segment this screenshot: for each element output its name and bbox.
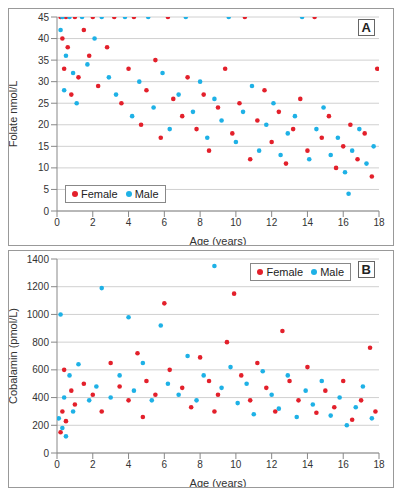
svg-text:25: 25 — [38, 98, 50, 109]
svg-text:30: 30 — [38, 76, 50, 87]
html-text:B: B — [361, 262, 371, 277]
html-text:Male: Male — [320, 266, 344, 278]
svg-text:14: 14 — [302, 217, 314, 228]
svg-text:10: 10 — [230, 459, 242, 470]
svg-text:14: 14 — [302, 459, 314, 470]
svg-text:20: 20 — [38, 119, 50, 130]
html-text:Female: Female — [81, 188, 118, 200]
svg-text:2: 2 — [90, 217, 96, 228]
svg-text:Cobalamin (pmol/L): Cobalamin (pmol/L) — [9, 308, 19, 404]
html-text:Male: Male — [134, 188, 159, 200]
html-text:A: A — [361, 20, 371, 35]
svg-text:16: 16 — [338, 459, 350, 470]
svg-text:0: 0 — [54, 217, 60, 228]
svg-text:12: 12 — [266, 217, 278, 228]
svg-text:1400: 1400 — [27, 254, 50, 265]
svg-text:2: 2 — [90, 459, 96, 470]
svg-text:6: 6 — [162, 459, 168, 470]
svg-text:200: 200 — [32, 420, 49, 431]
html-text:Female: Female — [266, 266, 304, 278]
svg-text:4: 4 — [126, 459, 132, 470]
svg-text:35: 35 — [38, 55, 50, 66]
svg-text:18: 18 — [373, 459, 385, 470]
svg-text:10: 10 — [38, 162, 50, 173]
svg-text:Age (years): Age (years) — [190, 477, 247, 487]
svg-text:12: 12 — [266, 459, 278, 470]
svg-text:8: 8 — [197, 459, 203, 470]
svg-text:0: 0 — [43, 448, 49, 459]
svg-text:8: 8 — [197, 217, 203, 228]
svg-text:800: 800 — [32, 337, 49, 348]
svg-text:15: 15 — [38, 141, 50, 152]
svg-text:Age (years): Age (years) — [190, 235, 247, 245]
svg-text:400: 400 — [32, 392, 49, 403]
svg-text:10: 10 — [230, 217, 242, 228]
svg-text:6: 6 — [162, 217, 168, 228]
svg-text:4: 4 — [126, 217, 132, 228]
svg-text:45: 45 — [38, 12, 50, 23]
svg-text:1200: 1200 — [27, 281, 50, 292]
svg-text:600: 600 — [32, 364, 49, 375]
svg-text:16: 16 — [338, 217, 350, 228]
svg-text:Folate nmol/L: Folate nmol/L — [9, 81, 19, 148]
svg-text:1000: 1000 — [27, 309, 50, 320]
svg-text:5: 5 — [43, 184, 49, 195]
svg-text:0: 0 — [43, 206, 49, 217]
svg-text:0: 0 — [54, 459, 60, 470]
svg-text:18: 18 — [373, 217, 385, 228]
svg-text:40: 40 — [38, 33, 50, 44]
